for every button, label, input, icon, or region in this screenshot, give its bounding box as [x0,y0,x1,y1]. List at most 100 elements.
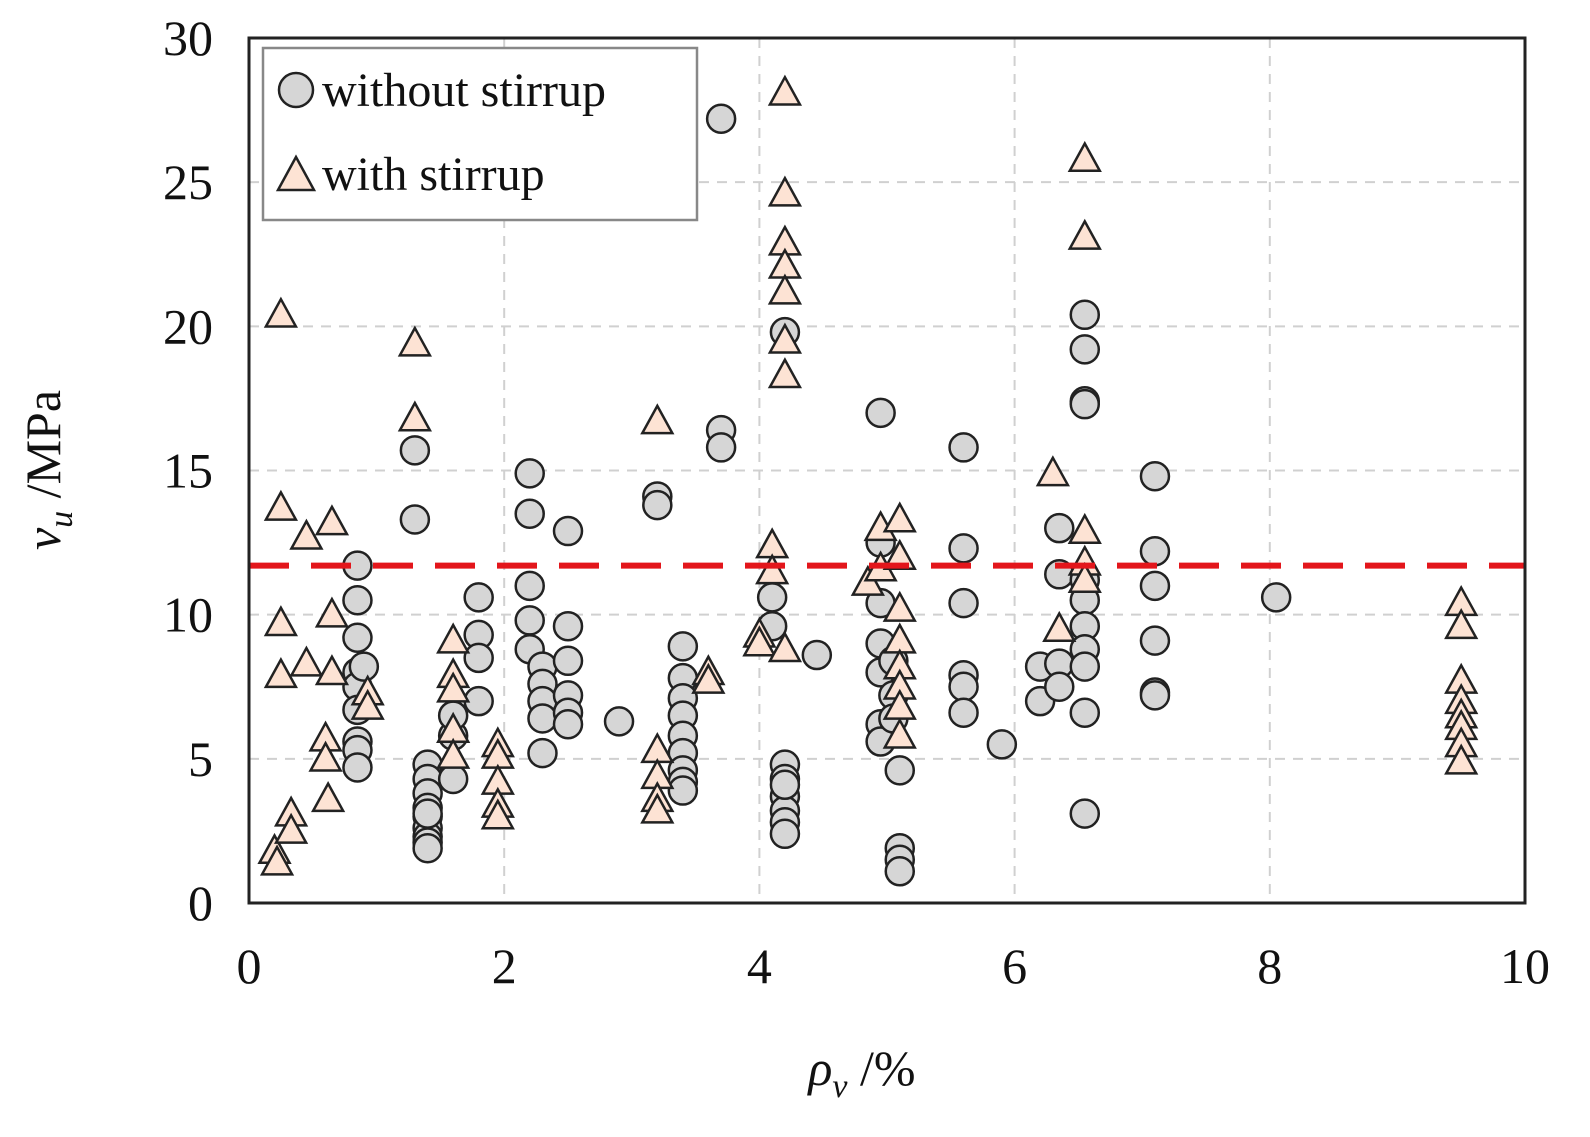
point-with-stirrup [314,596,350,628]
point-without-stirrup [1139,680,1171,711]
point-with-stirrup [767,631,803,663]
point-with-stirrup [436,737,471,769]
x-tick-label: 4 [747,938,772,994]
point-with-stirrup [436,671,471,703]
data-points [257,74,1479,887]
point-with-stirrup [350,688,385,720]
point-without-stirrup [667,775,699,806]
point-without-stirrup [948,697,979,728]
point-with-stirrup [289,518,324,550]
point-without-stirrup [1044,512,1075,544]
point-without-stirrup [1139,625,1171,656]
y-tick-label: 5 [188,731,213,787]
x-tick-label: 2 [492,938,517,994]
point-without-stirrup [1260,582,1292,613]
point-without-stirrup [1044,671,1075,702]
point-without-stirrup [514,458,545,489]
point-without-stirrup [412,798,443,829]
point-without-stirrup [705,432,737,463]
point-without-stirrup [948,671,979,702]
point-with-stirrup [882,717,917,749]
point-with-stirrup [767,273,803,305]
point-with-stirrup [1067,512,1102,544]
point-with-stirrup [1067,140,1102,173]
point-without-stirrup [463,582,494,613]
point-without-stirrup [437,763,469,795]
point-without-stirrup [552,645,584,677]
point-without-stirrup [412,832,443,864]
point-without-stirrup [514,498,545,529]
point-without-stirrup [603,706,635,737]
point-without-stirrup [527,737,558,769]
point-without-stirrup [1069,651,1101,682]
x-tick-label: 10 [1500,938,1550,994]
point-without-stirrup [1069,299,1101,331]
legend-label-with-stirrup: with stirrup [322,148,545,201]
point-with-stirrup [742,625,777,657]
point-with-stirrup [882,501,917,533]
point-without-stirrup [705,103,737,134]
point-with-stirrup [1035,455,1070,487]
point-without-stirrup [948,587,979,619]
x-axis-symbol: ρ [806,1040,832,1096]
point-without-stirrup [1069,388,1101,420]
point-without-stirrup [642,489,673,521]
x-tick-labels: 0 2 4 6 8 10 [237,938,1551,994]
point-with-stirrup [882,590,917,622]
point-with-stirrup [882,538,917,570]
point-without-stirrup [884,755,916,786]
y-tick-labels: 0 5 10 15 20 25 30 [163,10,213,931]
point-with-stirrup [314,654,350,686]
point-without-stirrup [801,639,833,671]
point-with-stirrup [767,322,803,354]
x-tick-label: 0 [237,938,262,994]
point-with-stirrup [640,731,675,764]
point-with-stirrup [1444,608,1479,640]
point-with-stirrup [767,175,803,207]
point-without-stirrup [1069,798,1101,829]
point-with-stirrup [691,662,726,694]
point-with-stirrup [314,504,350,536]
point-without-stirrup [1069,697,1101,728]
point-with-stirrup [259,844,295,876]
grid-lines [249,38,1525,903]
x-tick-label: 6 [1002,938,1027,994]
point-with-stirrup [263,489,299,521]
point-without-stirrup [399,435,431,466]
point-without-stirrup [865,397,896,429]
point-without-stirrup [667,631,699,662]
point-without-stirrup [463,642,494,674]
x-tick-label: 8 [1257,938,1282,994]
point-without-stirrup [348,651,380,682]
y-axis-subscript: u [43,511,80,528]
point-with-stirrup [755,527,790,559]
point-with-stirrup [1042,610,1077,643]
y-axis-title: vu /MPa [15,390,80,550]
y-tick-label: 15 [163,443,213,499]
point-with-stirrup [263,657,299,689]
point-with-stirrup [310,781,346,813]
point-without-stirrup [527,703,558,734]
y-tick-label: 10 [163,587,213,643]
point-with-stirrup [397,400,432,432]
point-without-stirrup [552,610,584,642]
point-without-stirrup [948,432,979,463]
point-with-stirrup [640,403,675,435]
point-with-stirrup [263,605,299,637]
point-without-stirrup [342,585,373,616]
point-without-stirrup [514,605,545,636]
x-axis-unit: /% [848,1040,916,1096]
legend-label-without-stirrup: without stirrup [322,64,606,117]
point-with-stirrup [1067,561,1102,594]
point-without-stirrup [884,856,916,887]
point-without-stirrup [769,818,801,850]
point-with-stirrup [480,798,515,830]
point-without-stirrup [399,504,431,535]
x-axis-subscript: v [832,1068,848,1105]
y-tick-label: 30 [163,10,213,66]
point-with-stirrup [289,645,324,677]
y-tick-label: 20 [163,298,213,354]
point-without-stirrup [986,729,1018,760]
point-without-stirrup [769,769,801,801]
